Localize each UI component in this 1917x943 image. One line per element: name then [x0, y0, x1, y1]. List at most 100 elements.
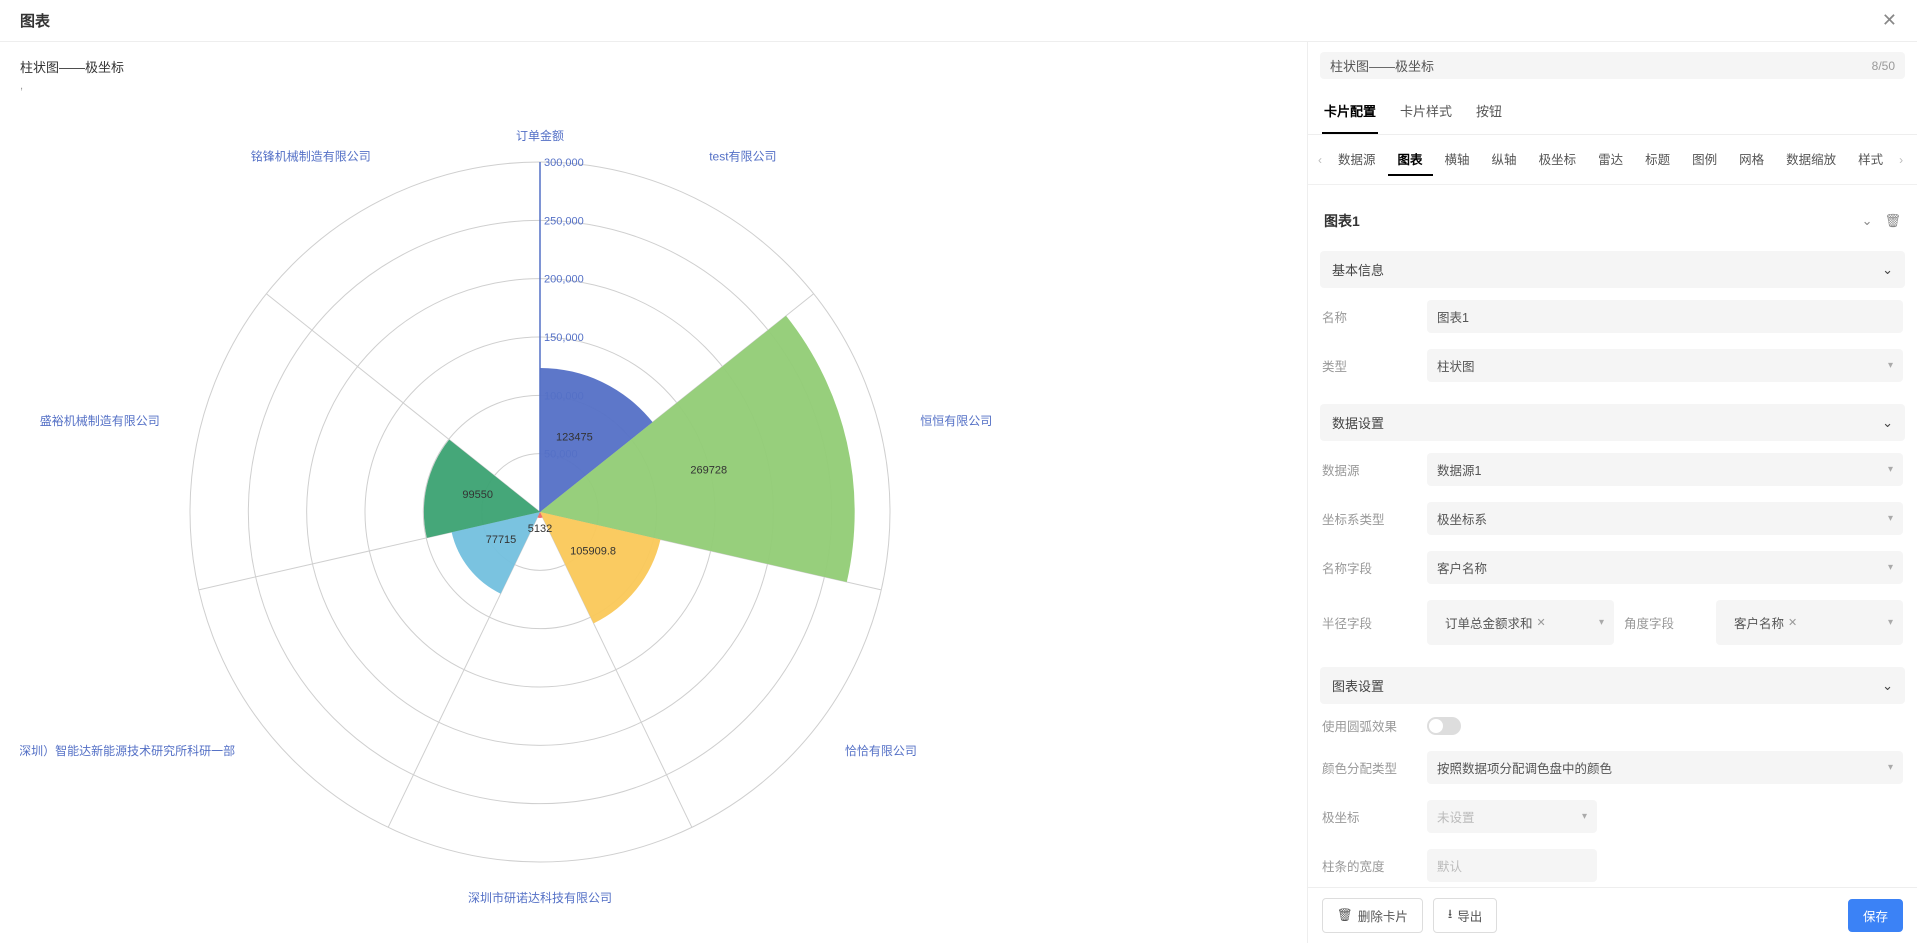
sub-tabs: ‹ 数据源 图表 横轴 纵轴 极坐标 雷达 标题 图例 网格 数据缩放 样式 › [1308, 135, 1917, 185]
card-title-counter: 8/50 [1872, 59, 1895, 73]
label-type: 类型 [1322, 356, 1417, 375]
tab-buttons[interactable]: 按钮 [1474, 89, 1504, 134]
tag-remove-icon[interactable]: ✕ [1537, 616, 1546, 629]
delete-card-button[interactable]: 🗑删除卡片 [1322, 898, 1423, 933]
chevron-down-icon: ▾ [1888, 617, 1893, 628]
chart-preview-pane: 柱状图——极坐标 , 订单金额50,000100,000150,000200,0… [0, 42, 1307, 943]
switch-arc-effect[interactable] [1427, 717, 1461, 735]
select-chart-type[interactable]: 柱状图▾ [1427, 349, 1903, 382]
svg-text:恒恒有限公司: 恒恒有限公司 [920, 414, 992, 428]
svg-text:300,000: 300,000 [544, 157, 584, 169]
label-polar-ref: 极坐标 [1322, 807, 1417, 826]
svg-text:123475: 123475 [556, 432, 593, 444]
chart-note: , [20, 80, 1287, 92]
label-name: 名称 [1322, 307, 1417, 326]
chart-section-title: 图表1 [1324, 211, 1360, 231]
chevron-down-icon: ▾ [1888, 562, 1893, 573]
chevron-down-icon: ⌄ [1882, 415, 1893, 431]
config-panel-scroll[interactable]: 图表1 ⌄ 🗑 基本信息 ⌄ 名称 图表1 [1308, 185, 1917, 887]
subtab-grid[interactable]: 网格 [1729, 143, 1774, 176]
chevron-down-icon: ▾ [1582, 811, 1587, 822]
main-tabs: 卡片配置 卡片样式 按钮 [1308, 89, 1917, 135]
group-chartset-body: 使用圆弧效果 颜色分配类型 按照数据项分配调色盘中的颜色▾ 极坐标 未设置▾ 柱… [1320, 704, 1905, 887]
select-datasource[interactable]: 数据源1▾ [1427, 453, 1903, 486]
trash-icon: 🗑 [1337, 908, 1353, 923]
subtab-scroll-left-icon[interactable]: ‹ [1314, 153, 1326, 167]
subtab-radar[interactable]: 雷达 [1588, 143, 1633, 176]
export-button[interactable]: ⭳导出 [1433, 898, 1497, 933]
label-color-dist: 颜色分配类型 [1322, 758, 1417, 777]
subtab-yaxis[interactable]: 纵轴 [1482, 143, 1527, 176]
label-coord-type: 坐标系类型 [1322, 509, 1417, 528]
label-radius-field: 半径字段 [1322, 613, 1417, 632]
label-angle-field: 角度字段 [1624, 613, 1706, 632]
svg-text:105909.8: 105909.8 [570, 545, 616, 557]
group-chartset-title: 图表设置 [1332, 676, 1384, 695]
tag-remove-icon[interactable]: ✕ [1788, 616, 1797, 629]
svg-text:test有限公司: test有限公司 [709, 150, 776, 164]
subtab-legend[interactable]: 图例 [1682, 143, 1727, 176]
config-pane: 8/50 卡片配置 卡片样式 按钮 ‹ 数据源 图表 横轴 纵轴 极坐标 雷达 … [1307, 42, 1917, 943]
card-title-input[interactable] [1330, 58, 1872, 73]
subtab-scroll-right-icon[interactable]: › [1895, 153, 1907, 167]
chevron-down-icon: ⌄ [1882, 262, 1893, 278]
select-angle-field[interactable]: 客户名称✕ ▾ [1716, 600, 1903, 645]
label-name-field: 名称字段 [1322, 558, 1417, 577]
close-icon[interactable]: ✕ [1882, 10, 1897, 31]
label-arc-effect: 使用圆弧效果 [1322, 716, 1417, 735]
svg-text:恰恰有限公司: 恰恰有限公司 [845, 743, 917, 758]
modal-title: 图表 [20, 10, 50, 31]
subtab-chart[interactable]: 图表 [1388, 143, 1433, 176]
group-basic-body: 名称 图表1 类型 柱状图▾ [1320, 288, 1905, 394]
tab-card-style[interactable]: 卡片样式 [1398, 89, 1454, 134]
input-bar-width[interactable]: 默认 [1427, 849, 1597, 882]
group-basic-header[interactable]: 基本信息 ⌄ [1320, 251, 1905, 288]
svg-text:盛裕机械制造有限公司: 盛裕机械制造有限公司 [40, 413, 160, 428]
subtab-polar[interactable]: 极坐标 [1529, 143, 1587, 176]
svg-text:269728: 269728 [690, 464, 727, 476]
select-name-field[interactable]: 客户名称▾ [1427, 551, 1903, 584]
subtab-style[interactable]: 样式 [1848, 143, 1893, 176]
input-chart-name[interactable]: 图表1 [1427, 300, 1903, 333]
select-color-dist[interactable]: 按照数据项分配调色盘中的颜色▾ [1427, 751, 1903, 784]
svg-text:99550: 99550 [462, 489, 493, 501]
chevron-down-icon[interactable]: ⌄ [1862, 213, 1873, 229]
chart-config-modal: 图表 ✕ 柱状图——极坐标 , 订单金额50,000100,000150,000… [0, 0, 1917, 943]
modal-body: 柱状图——极坐标 , 订单金额50,000100,000150,000200,0… [0, 42, 1917, 943]
save-button[interactable]: 保存 [1848, 899, 1903, 932]
group-data-header[interactable]: 数据设置 ⌄ [1320, 404, 1905, 441]
group-basic-title: 基本信息 [1332, 260, 1384, 279]
group-data-body: 数据源 数据源1▾ 坐标系类型 极坐标系▾ 名称字段 客户名称▾ 半径字段 [1320, 441, 1905, 657]
subtab-xaxis[interactable]: 横轴 [1435, 143, 1480, 176]
config-footer: 🗑删除卡片 ⭳导出 保存 [1308, 887, 1917, 943]
label-datasource: 数据源 [1322, 460, 1417, 479]
tab-card-config[interactable]: 卡片配置 [1322, 89, 1378, 134]
select-radius-field[interactable]: 订单总金额求和✕ ▾ [1427, 600, 1614, 645]
chevron-down-icon: ⌄ [1882, 678, 1893, 694]
svg-text:77715: 77715 [486, 534, 517, 546]
modal-header: 图表 ✕ [0, 0, 1917, 42]
subtab-datazoom[interactable]: 数据缩放 [1776, 143, 1846, 176]
subtab-title[interactable]: 标题 [1635, 143, 1680, 176]
svg-text:250,000: 250,000 [544, 215, 584, 227]
svg-text:150,000: 150,000 [544, 332, 584, 344]
select-polar-ref[interactable]: 未设置▾ [1427, 800, 1597, 833]
svg-text:铭锋机械制造有限公司: 铭锋机械制造有限公司 [251, 149, 371, 164]
chevron-down-icon: ▾ [1599, 617, 1604, 628]
svg-text:深圳市研诺达科技有限公司: 深圳市研诺达科技有限公司 [468, 890, 612, 905]
polar-chart: 订单金额50,000100,000150,000200,000250,00030… [20, 92, 1287, 928]
chevron-down-icon: ▾ [1888, 513, 1893, 524]
subtab-datasource[interactable]: 数据源 [1328, 143, 1386, 176]
group-data-title: 数据设置 [1332, 413, 1384, 432]
svg-text:（深圳）智能达新能源技术研究所科研一部: （深圳）智能达新能源技术研究所科研一部 [20, 743, 235, 758]
card-title-input-wrap[interactable]: 8/50 [1320, 52, 1905, 79]
select-coord-type[interactable]: 极坐标系▾ [1427, 502, 1903, 535]
label-bar-width: 柱条的宽度 [1322, 856, 1417, 875]
svg-text:订单金额: 订单金额 [516, 128, 564, 143]
group-chartset-header[interactable]: 图表设置 ⌄ [1320, 667, 1905, 704]
chevron-down-icon: ▾ [1888, 762, 1893, 773]
download-icon: ⭳ [1448, 905, 1452, 926]
svg-text:200,000: 200,000 [544, 274, 584, 286]
delete-icon[interactable]: 🗑 [1884, 213, 1901, 229]
chevron-down-icon: ▾ [1888, 360, 1893, 371]
